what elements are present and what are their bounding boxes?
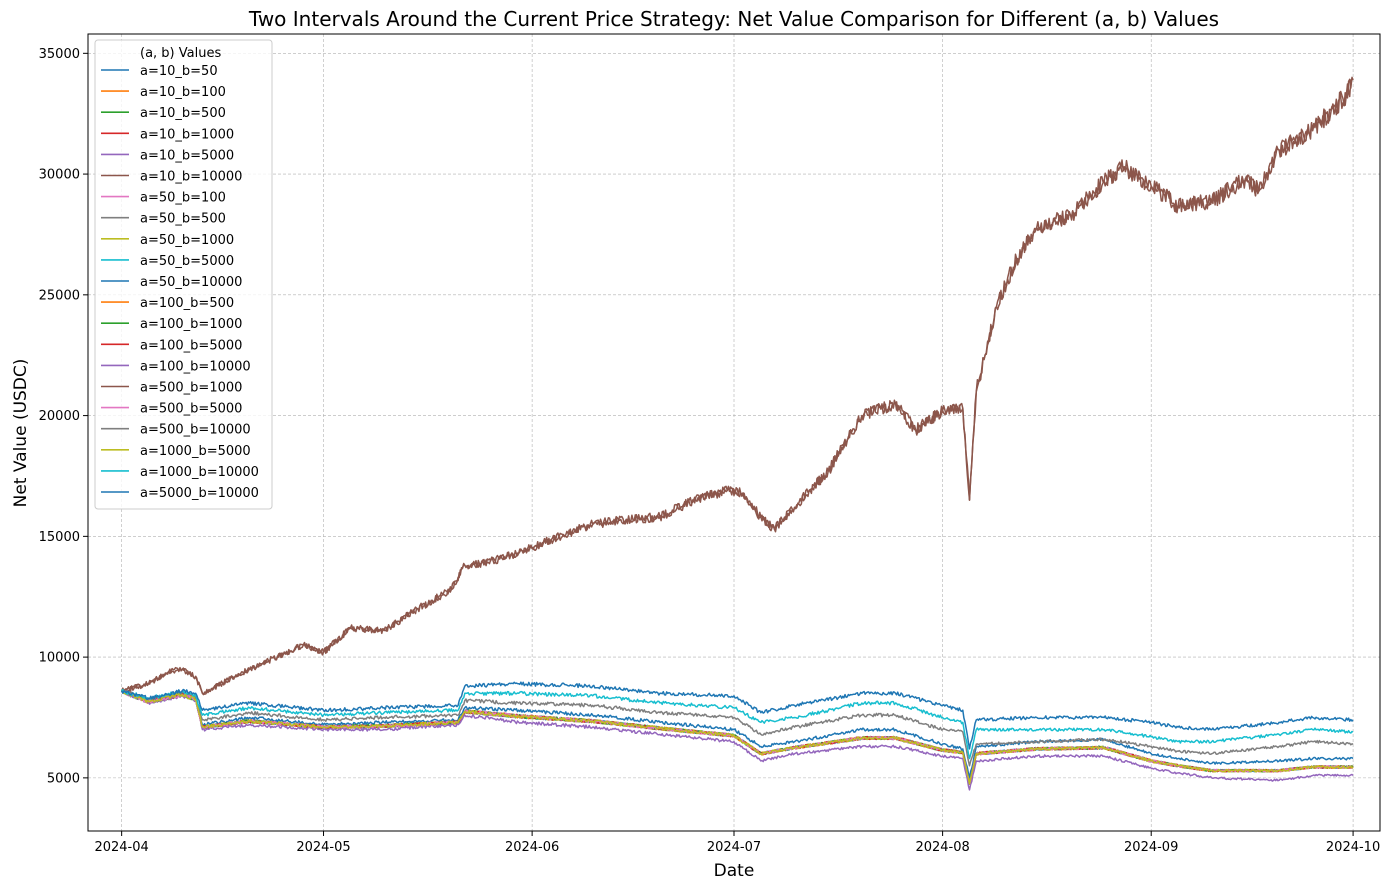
- series-line: [121, 689, 1354, 767]
- legend-label: a=100_b=10000: [140, 359, 251, 374]
- y-axis-ticks: 5000 10000 15000 20000 25000 30000 35000: [39, 47, 88, 786]
- x-tick-label: 2024-04: [94, 840, 148, 855]
- legend-label: a=10_b=50: [140, 64, 218, 79]
- legend-label: a=500_b=1000: [140, 381, 242, 396]
- legend-label: a=100_b=1000: [140, 317, 242, 332]
- legend-label: a=5000_b=10000: [140, 486, 259, 501]
- y-axis-title: Net Value (USDC): [11, 359, 31, 508]
- series-line: [120, 77, 1354, 696]
- y-tick-label: 35000: [39, 47, 80, 62]
- series-line: [121, 689, 1354, 785]
- legend-label: a=50_b=1000: [140, 233, 234, 248]
- y-tick-label: 10000: [39, 651, 80, 666]
- x-tick-label: 2024-08: [915, 840, 969, 855]
- legend-label: a=500_b=5000: [140, 402, 242, 417]
- y-tick-label: 5000: [47, 771, 80, 786]
- legend-label: a=100_b=500: [140, 296, 234, 311]
- x-tick-label: 2024-06: [505, 840, 559, 855]
- legend-label: a=50_b=100: [140, 191, 226, 206]
- y-tick-label: 25000: [39, 288, 80, 303]
- y-tick-label: 15000: [39, 530, 80, 545]
- x-axis-ticks: 2024-04 2024-05 2024-06 2024-07 2024-08 2024-…: [94, 831, 1380, 855]
- x-tick-label: 2024-10: [1326, 840, 1380, 855]
- legend-label: a=50_b=5000: [140, 254, 234, 269]
- series-line: [121, 76, 1354, 695]
- series-line: [121, 689, 1354, 791]
- legend-label: a=10_b=100: [140, 85, 226, 100]
- legend-label: a=50_b=500: [140, 212, 226, 227]
- legend-label: a=10_b=5000: [140, 148, 234, 163]
- series-line: [120, 681, 1354, 750]
- legend-title: (a, b) Values: [140, 46, 221, 61]
- legend-box: [94, 39, 273, 510]
- legend-label: a=1000_b=5000: [140, 444, 251, 459]
- x-tick-label: 2024-09: [1124, 840, 1178, 855]
- legend-label: a=1000_b=10000: [140, 465, 259, 480]
- x-tick-label: 2024-07: [707, 840, 761, 855]
- legend-label: a=100_b=5000: [140, 338, 242, 353]
- legend-label: a=500_b=10000: [140, 423, 251, 438]
- x-axis-title: Date: [714, 861, 755, 881]
- legend-label: a=50_b=10000: [140, 275, 242, 290]
- y-tick-label: 30000: [39, 168, 80, 183]
- series-line: [121, 688, 1354, 760]
- x-tick-label: 2024-05: [296, 840, 350, 855]
- y-tick-label: 20000: [39, 409, 80, 424]
- legend-label: a=10_b=10000: [140, 170, 242, 185]
- legend: (a, b) Values a=10_b=50 a=10_b=100 a=10_b=…: [94, 39, 273, 510]
- legend-label: a=10_b=500: [140, 106, 226, 121]
- chart-title: Two Intervals Around the Current Price S…: [248, 7, 1219, 31]
- series-lines: [120, 76, 1354, 791]
- series-line: [121, 689, 1354, 779]
- legend-label: a=10_b=1000: [140, 127, 234, 142]
